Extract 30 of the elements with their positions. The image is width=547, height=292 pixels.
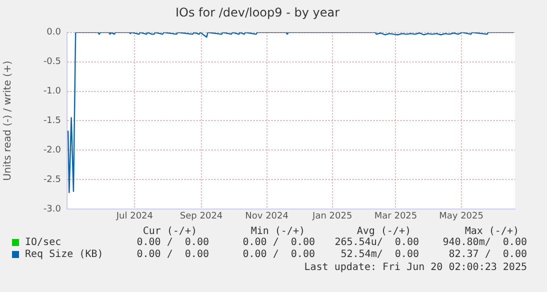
x-tick-label: Nov 2024	[245, 212, 289, 222]
legend-label: Req Size (KB)	[25, 249, 104, 261]
text: 0.00 / 0.00	[136, 249, 209, 261]
y-axis-title: Units read (-) / write (+)	[2, 60, 14, 181]
x-tick-label: Jul 2024	[115, 212, 154, 222]
text: 0.00 / 0.00	[242, 237, 315, 249]
text: Cur (-/+)	[142, 226, 197, 238]
text: Min (-/+)	[250, 226, 305, 238]
text: Max (-/+)	[464, 226, 519, 238]
x-tick-label: May 2025	[439, 212, 484, 222]
y-tick-label: -2.5	[43, 174, 61, 185]
text: 82.37 / 0.00	[448, 249, 527, 261]
y-tick-label: 0.0	[46, 28, 62, 38]
x-tick-label: Jan 2025	[312, 212, 352, 222]
y-tick-label: -3.0	[43, 204, 62, 214]
text: 0.00 / 0.00	[242, 249, 315, 261]
x-tick-label: Mar 2025	[374, 212, 418, 222]
text: Last update: Fri Jun 20 02:00:23 2025	[304, 262, 527, 274]
legend-label: IO/sec	[25, 237, 62, 249]
text: 940.80m/ 0.00	[442, 237, 527, 249]
y-tick-label: -1.5	[43, 116, 61, 126]
text: Avg (-/+)	[356, 226, 411, 238]
y-tick-label: -0.5	[43, 57, 61, 68]
y-tick-label: -2.0	[43, 145, 62, 156]
text: 52.54m/ 0.00	[340, 249, 419, 261]
chart-title: IOs for /dev/loop9 - by year	[175, 5, 340, 20]
y-tick-label: -1.0	[43, 86, 62, 97]
text: 0.00 / 0.00	[136, 237, 209, 249]
text: 265.54u/ 0.00	[334, 237, 419, 249]
x-tick-label: Sep 2024	[180, 212, 223, 222]
